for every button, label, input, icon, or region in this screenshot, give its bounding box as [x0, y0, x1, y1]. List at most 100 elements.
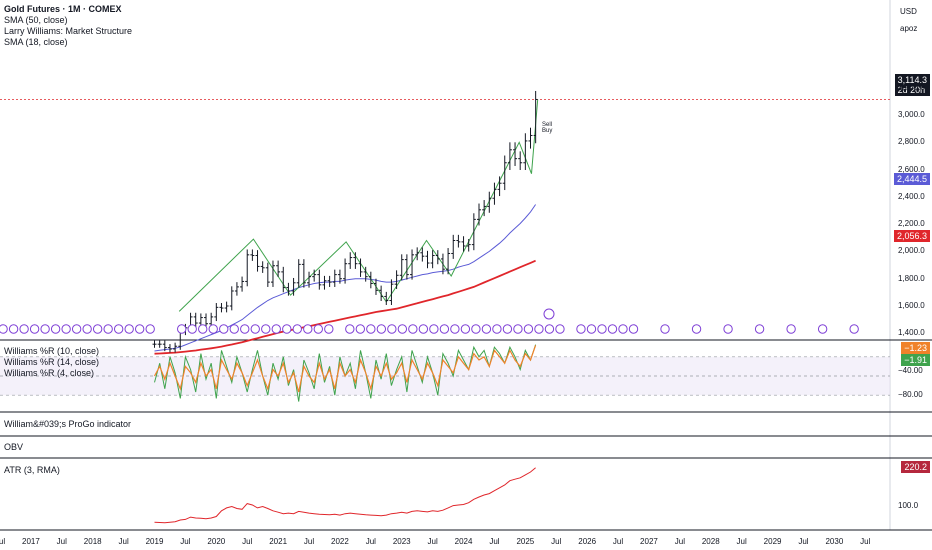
event-icon	[61, 324, 71, 334]
time-tick-label: 2017	[21, 537, 40, 546]
time-tick-label: 2020	[207, 537, 226, 546]
last-price: 3,114.3	[897, 75, 927, 85]
event-icon	[817, 324, 828, 334]
main-legend: Gold Futures · 1M · COMEX SMA (50, close…	[4, 4, 132, 48]
event-icon	[271, 324, 281, 334]
time-tick-label: Jul	[118, 537, 129, 546]
event-icon	[471, 324, 481, 334]
price-tick-label: 1,600.0	[898, 300, 925, 310]
time-tick-label: 2019	[145, 537, 164, 546]
event-icon	[29, 324, 40, 334]
event-icon	[523, 324, 534, 334]
price-tick-label: 3,200.0	[898, 82, 925, 92]
event-icon	[19, 324, 29, 334]
time-tick-label: Jul	[736, 537, 747, 546]
price-tick-label: 1,400.0	[898, 328, 925, 338]
time-tick-label: 2024	[454, 537, 473, 546]
price-tick-label: 2,600.0	[898, 164, 925, 174]
event-icon	[250, 324, 260, 334]
event-icon	[849, 324, 859, 334]
event-icon	[555, 324, 565, 334]
event-icon	[103, 324, 113, 334]
sma50-tag: 2,056.3	[893, 230, 930, 242]
williams-legend: Williams %R (10, close) Williams %R (14,…	[4, 346, 99, 379]
event-icon	[723, 324, 733, 334]
obv-label[interactable]: OBV	[4, 442, 24, 452]
time-tick-label: Jul	[0, 537, 6, 546]
time-tick-label: Jul	[860, 537, 871, 546]
event-icon	[229, 324, 239, 334]
time-tick-label: 2021	[269, 537, 288, 546]
event-icon	[534, 324, 544, 334]
event-icon	[492, 324, 502, 334]
time-tick-label: Jul	[674, 537, 685, 546]
wr14-label[interactable]: Williams %R (14, close)	[4, 357, 100, 367]
event-icon	[145, 324, 155, 334]
event-icon	[754, 324, 765, 334]
wr4-label[interactable]: Williams %R (4, close)	[4, 368, 95, 378]
event-icon	[691, 324, 702, 334]
event-icon	[366, 324, 376, 334]
price-tick-label: 3,000.0	[898, 110, 925, 119]
wr-tick-40: −40.00	[898, 366, 923, 375]
currency-label[interactable]: USD	[900, 7, 917, 16]
event-icon	[0, 324, 8, 334]
event-icon	[586, 324, 597, 334]
time-tick-label: Jul	[427, 537, 438, 546]
price-tick-label: 2,000.0	[898, 246, 925, 256]
event-icon	[208, 324, 218, 334]
time-tick-label: 2027	[640, 537, 658, 546]
price-tick-label: 2,800.0	[898, 137, 925, 147]
legend-sma18[interactable]: SMA (18, close)	[4, 37, 68, 47]
event-icon	[324, 324, 334, 334]
wr10-tag: −1.91	[901, 354, 930, 366]
event-icon	[439, 324, 450, 334]
event-icon	[282, 324, 292, 334]
event-icon	[261, 324, 271, 334]
progo-label[interactable]: William&#039;s ProGo indicator	[4, 419, 132, 429]
event-icon	[408, 324, 418, 334]
time-tick-label: 2026	[578, 537, 597, 546]
time-tick-label: 2029	[763, 537, 782, 546]
event-icon	[355, 324, 366, 334]
event-icon	[397, 324, 408, 334]
time-tick-label: Jul	[798, 537, 809, 546]
event-icon	[134, 324, 145, 334]
event-icon	[513, 324, 523, 334]
event-icon	[50, 324, 61, 334]
time-tick-label: 2028	[701, 537, 720, 546]
event-icon	[219, 324, 229, 334]
time-tick-label: Jul	[489, 537, 500, 546]
time-tick-label: Jul	[365, 537, 376, 546]
event-icon	[544, 324, 555, 334]
event-icon	[345, 324, 355, 334]
bar-countdown: 2d 20h	[897, 85, 926, 95]
event-icon	[303, 324, 313, 334]
legend-sma50[interactable]: SMA (50, close)	[4, 15, 68, 25]
lightning-icon	[543, 308, 555, 320]
event-icon	[292, 324, 302, 334]
legend-market-structure[interactable]: Larry Williams: Market Structure	[4, 26, 133, 36]
price-tick-label: 2,400.0	[898, 191, 925, 201]
price-tick-label: 2,200.0	[898, 219, 925, 229]
time-tick-label: 2018	[83, 537, 102, 546]
buy-marker: Buy	[542, 128, 553, 134]
event-icon	[628, 324, 639, 334]
event-icon	[502, 324, 513, 334]
event-icon	[618, 324, 628, 334]
time-tick-label: 2022	[331, 537, 349, 546]
price-tick-label: 1,800.0	[898, 273, 925, 283]
wr14-tag: −1.23	[901, 342, 930, 354]
event-icon	[198, 324, 208, 334]
wr10-label[interactable]: Williams %R (10, close)	[4, 346, 100, 356]
time-tick-label: 2030	[825, 537, 844, 546]
time-tick-label: Jul	[242, 537, 253, 546]
event-icon	[313, 324, 323, 334]
event-icon	[418, 324, 429, 334]
atr-label[interactable]: ATR (3, RMA)	[4, 465, 60, 475]
symbol-title[interactable]: Gold Futures · 1M · COMEX	[4, 4, 122, 14]
event-icon	[429, 324, 439, 334]
event-icon	[124, 324, 134, 334]
event-icon	[82, 324, 92, 334]
